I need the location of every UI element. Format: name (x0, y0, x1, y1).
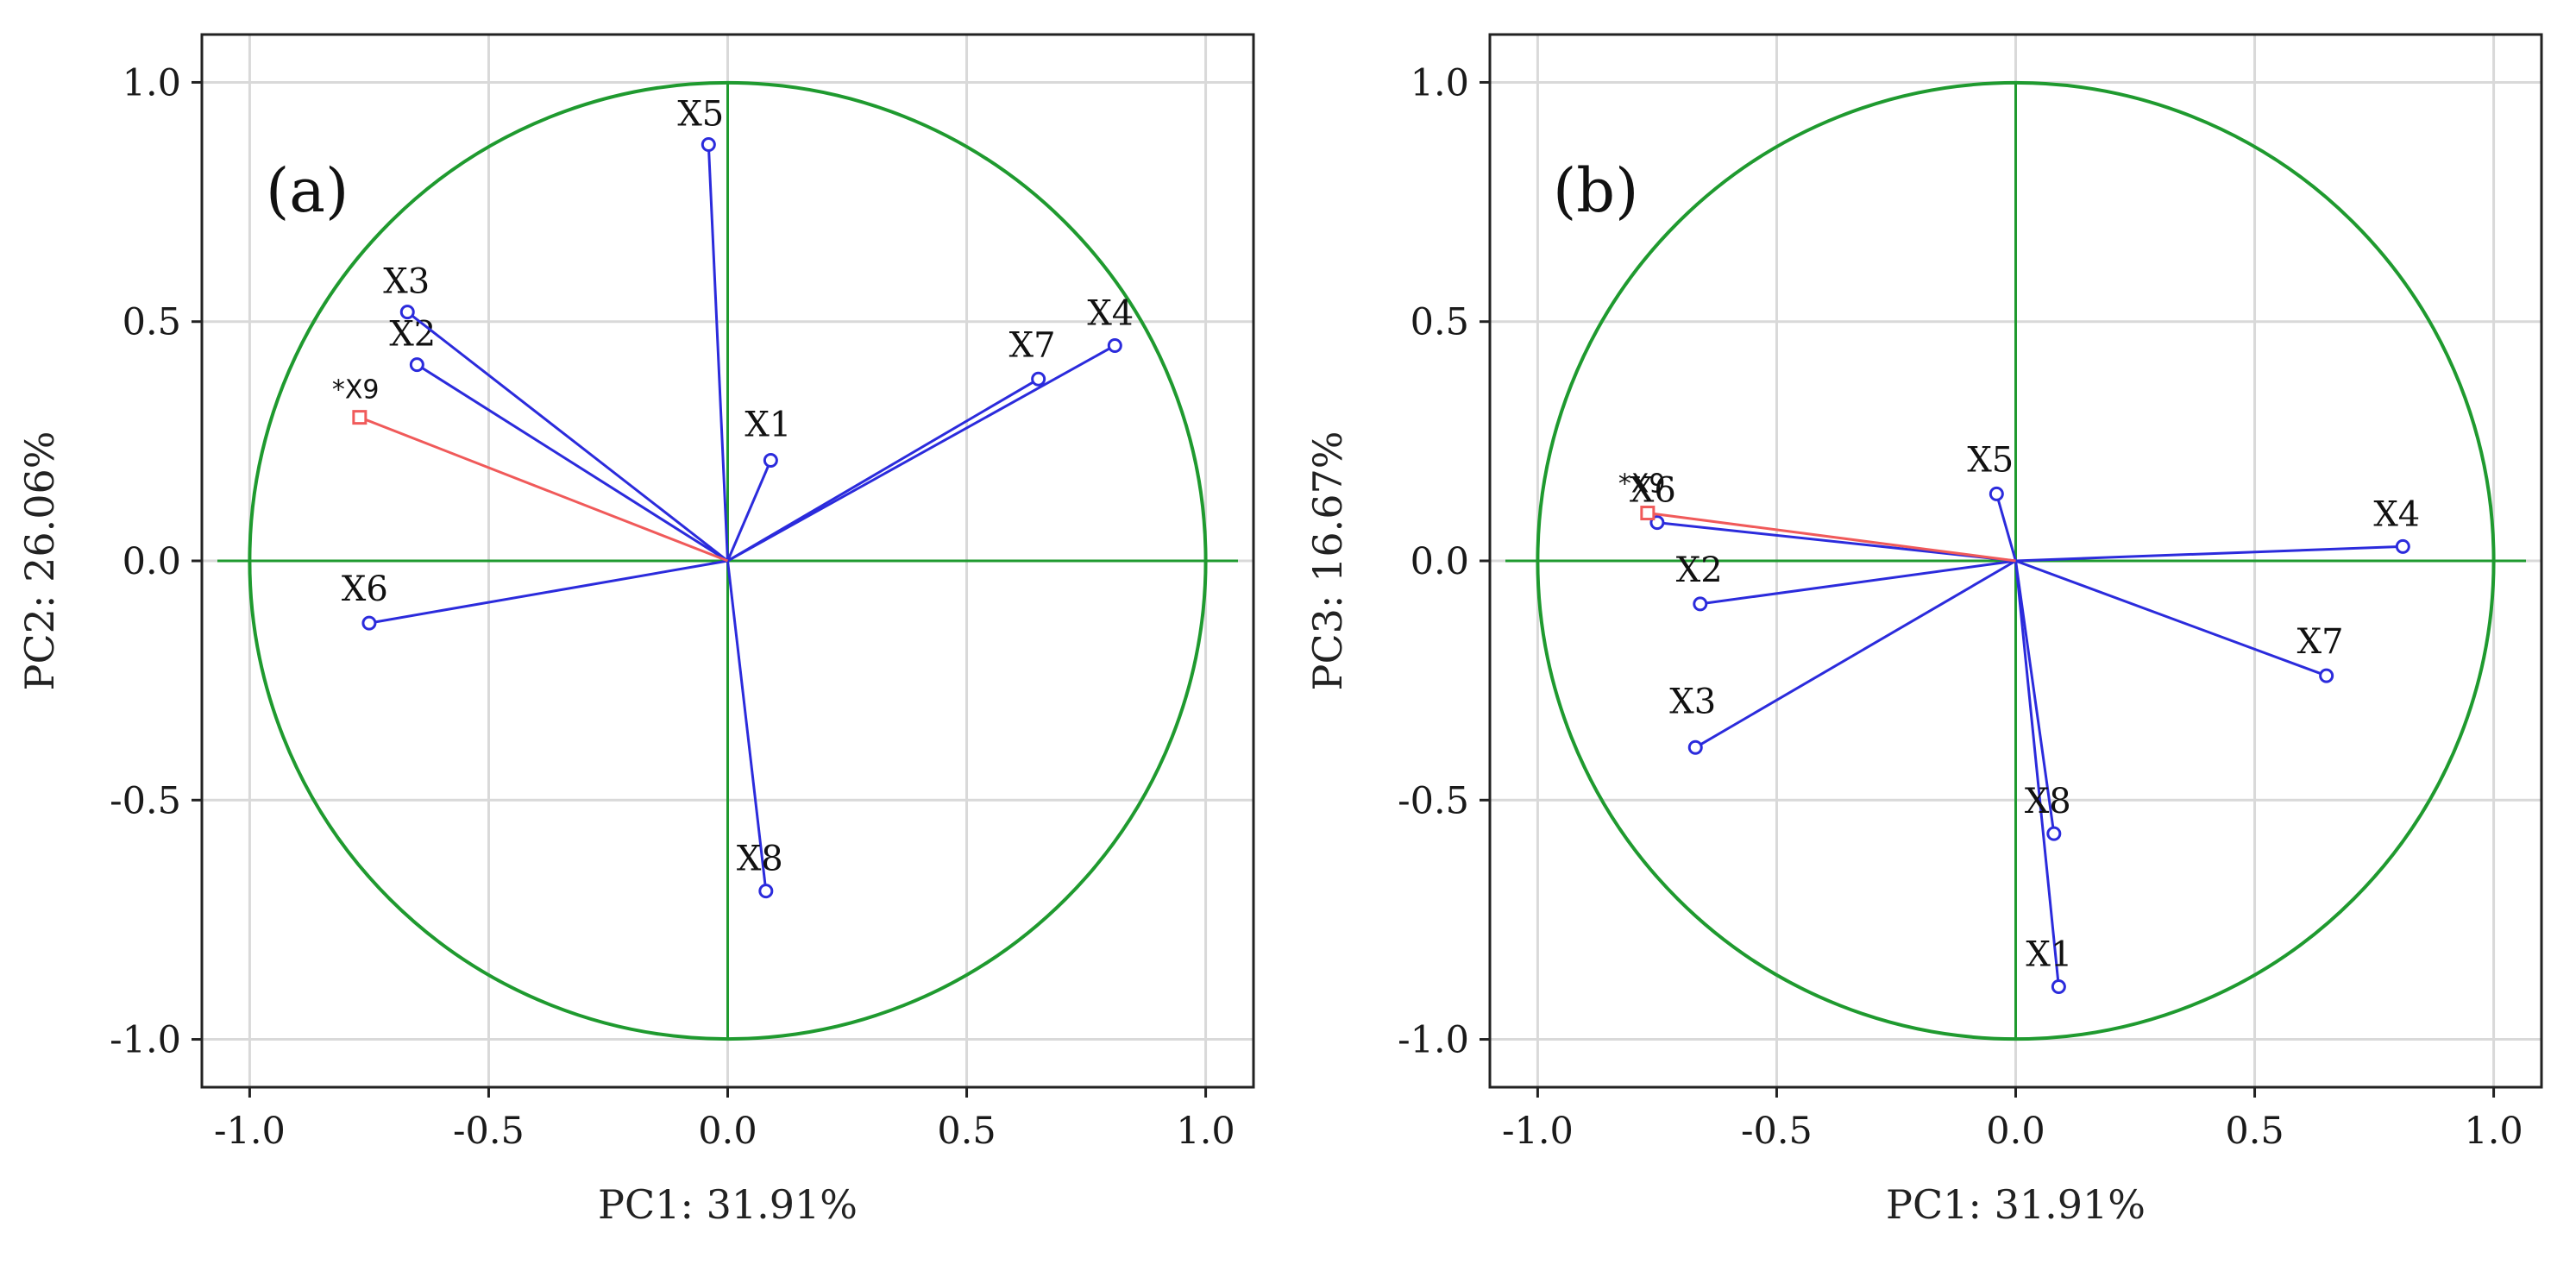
vector-x8 (2014, 560, 2056, 834)
x-axis-title: PC1: 31.91% (1886, 1181, 2146, 1228)
y-tick-label: -0.5 (110, 779, 181, 822)
x-tick-label: 1.0 (1176, 1110, 1235, 1153)
vector-x4 (726, 344, 1116, 563)
y-axis-title: PC2: 26.06% (16, 431, 63, 691)
label-x4: X4 (1087, 293, 1134, 333)
label-x3: X3 (1669, 682, 1716, 721)
label-x5: X5 (677, 95, 724, 135)
marker-supp-x9 (1640, 506, 1656, 521)
marker-x2 (409, 357, 424, 373)
y-tick-label: 1.0 (1411, 61, 1469, 104)
marker-supp-x9 (352, 410, 368, 425)
panel-a-correlation-circle: -1.0 -0.5 0.0 0.5 1.0 -1.0 -0.5 0.0 0.5 1.0 X1 X2 X3… (16, 33, 1255, 1228)
vector-x5 (1995, 493, 2017, 562)
marker-x8 (2046, 826, 2062, 841)
panel-b-correlation-circle: -1.0 -0.5 0.0 0.5 1.0 -1.0 -0.5 0.0 0.5 1.0 X1 X2 X3… (1304, 33, 2543, 1228)
label-x8: X8 (2025, 782, 2071, 821)
y-tick-label: 1.0 (123, 61, 181, 104)
label-x4: X4 (2373, 494, 2420, 534)
marker-x8 (758, 884, 774, 899)
y-tick-label: -1.0 (110, 1019, 181, 1062)
panel-tag: (a) (266, 155, 349, 226)
vector-x1 (726, 459, 772, 562)
marker-x3 (399, 305, 415, 320)
label-x8: X8 (737, 840, 783, 879)
x-tick-label: -0.5 (1741, 1110, 1813, 1153)
y-tick-label: 0.5 (123, 301, 181, 344)
y-tick-label: -0.5 (1398, 779, 1469, 822)
x-tick-label: 0.0 (1986, 1110, 2045, 1153)
marker-x7 (1031, 371, 1046, 387)
x-tick-label: 0.5 (937, 1110, 996, 1153)
label-x6: X6 (1630, 471, 1676, 511)
marker-x7 (2319, 668, 2334, 683)
vector-x7 (726, 377, 1040, 563)
label-x1: X1 (745, 406, 791, 445)
x-axis-title: PC1: 31.91% (598, 1181, 858, 1228)
label-x3: X3 (383, 262, 430, 302)
vector-x1 (2014, 560, 2060, 987)
marker-x6 (361, 615, 377, 631)
y-axis-title: PC3: 16.67% (1304, 431, 1351, 691)
vector-x6 (1656, 521, 2016, 563)
label-x7: X7 (2297, 622, 2344, 662)
vector-x2 (1700, 559, 2016, 606)
marker-x1 (2051, 979, 2066, 995)
marker-x5 (701, 137, 716, 153)
marker-x5 (1989, 486, 2004, 501)
label-x6: X6 (342, 569, 388, 609)
vector-x3 (406, 311, 729, 563)
x-tick-label: 1.0 (2464, 1110, 2523, 1153)
vector-x5 (707, 144, 729, 562)
x-tick-label: -0.5 (453, 1110, 525, 1153)
marker-x4 (2395, 538, 2410, 554)
vector-x4 (2015, 544, 2403, 563)
vector-x6 (368, 559, 728, 625)
vector-x2 (416, 363, 729, 563)
label-supp-x9: *X9 (332, 375, 380, 406)
marker-x2 (1693, 596, 1708, 612)
y-tick-label: 0.0 (1411, 540, 1469, 583)
label-x2: X2 (389, 315, 436, 355)
x-tick-label: 0.0 (698, 1110, 757, 1153)
panel-tag: (b) (1553, 155, 1638, 226)
label-x7: X7 (1009, 325, 1056, 365)
marker-x1 (763, 453, 778, 469)
marker-x4 (1107, 337, 1122, 353)
x-tick-label: 0.5 (2225, 1110, 2284, 1153)
y-tick-label: -1.0 (1398, 1019, 1469, 1062)
vector-x7 (2014, 559, 2328, 677)
vector-x8 (726, 560, 768, 891)
vector-supp-x9 (1647, 512, 2016, 563)
x-tick-label: -1.0 (1502, 1110, 1574, 1153)
y-tick-label: 0.0 (123, 540, 181, 583)
label-x1: X1 (2026, 935, 2072, 975)
label-x5: X5 (1967, 440, 2014, 480)
label-x2: X2 (1676, 551, 1723, 590)
vector-supp-x9 (359, 416, 729, 563)
label-supp-x9: *X9 (1618, 469, 1666, 500)
vector-x3 (1694, 559, 2017, 749)
marker-x3 (1687, 739, 1703, 755)
y-tick-label: 0.5 (1411, 301, 1469, 344)
x-tick-label: -1.0 (214, 1110, 286, 1153)
